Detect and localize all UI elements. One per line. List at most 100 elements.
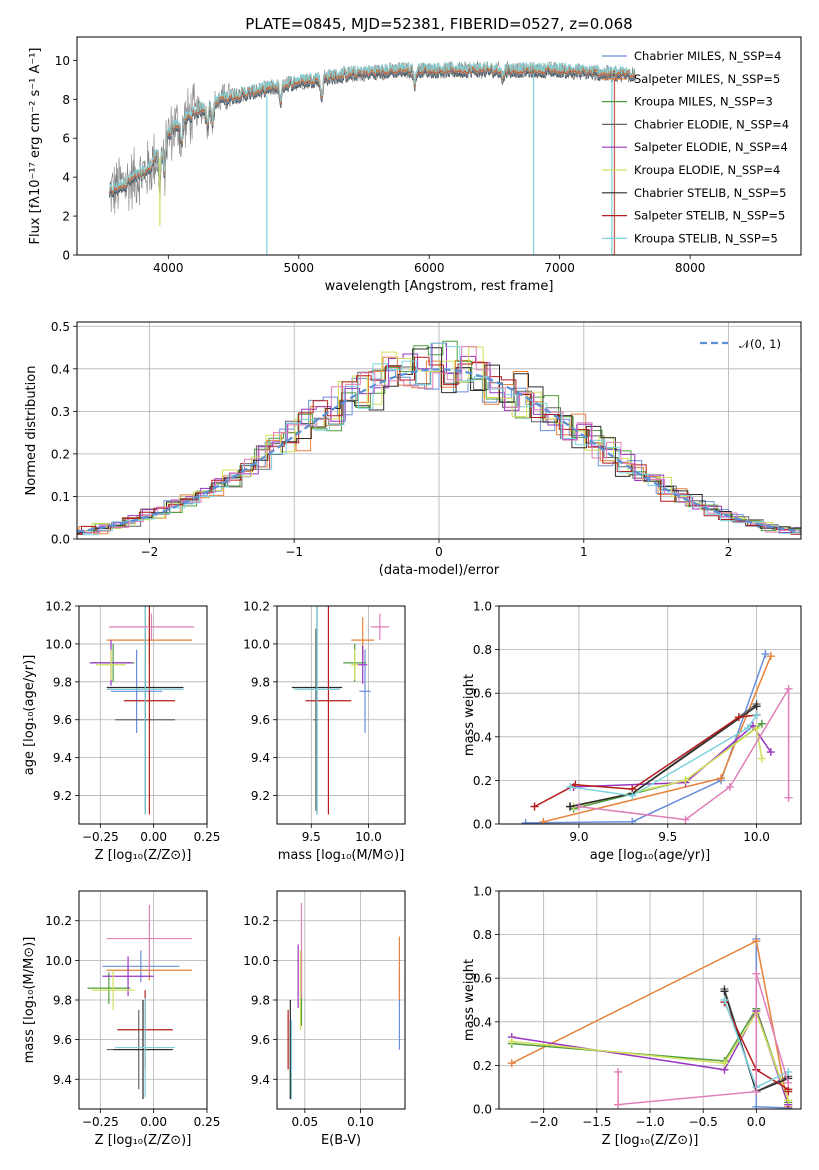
y-axis-label: Normed distribution — [24, 366, 39, 496]
y-tick-label: 9.8 — [251, 994, 270, 1008]
y-tick-label: 0.3 — [51, 405, 70, 419]
weight-marker — [725, 782, 734, 791]
x-tick-label: 0.10 — [347, 1115, 374, 1129]
y-tick-label: 0.2 — [473, 774, 492, 788]
legend-entry: Salpeter STELIB, N_SSP=5 — [634, 209, 785, 223]
legend-entry: Chabrier STELIB, N_SSP=5 — [634, 186, 786, 200]
age-vs-z-panel: −0.25 0.00 0.25 9.2 9.4 9.6 9.8 10.0 10.2 Z [log₁… — [22, 600, 221, 864]
y-tick-label: 0.8 — [473, 928, 492, 942]
weight-series-line — [511, 1011, 789, 1101]
x-tick-label: −0.25 — [82, 1115, 119, 1129]
residuals-legend: 𝒩(0, 1) — [700, 337, 781, 351]
y-tick-label: 9.8 — [53, 675, 72, 689]
y-tick-label: 0.0 — [473, 1103, 492, 1117]
weight-marker — [784, 793, 793, 802]
plot-area — [109, 60, 636, 255]
x-tick-label: −2.0 — [529, 1115, 558, 1129]
residual-histogram — [77, 365, 801, 535]
weight-marker — [628, 817, 637, 824]
y-axis-label: mass [log₁₀(M/M⊙)] — [22, 937, 37, 1064]
weight-marker — [720, 987, 729, 996]
x-axis-label: Z [log₁₀(Z/Z⊙)] — [95, 1133, 192, 1148]
weight-marker — [752, 711, 761, 719]
x-tick-label: 7000 — [544, 261, 575, 275]
plot-area — [507, 934, 793, 1109]
y-tick-label: 0.2 — [51, 447, 70, 461]
residual-histogram — [77, 346, 801, 534]
x-tick-label: 9.5 — [658, 830, 677, 844]
residual-histogram — [77, 346, 801, 533]
y-tick-label: 0.4 — [473, 730, 492, 744]
y-axis-label: mass weight — [462, 959, 477, 1041]
normal-curve — [77, 368, 801, 533]
x-tick-label: 9.0 — [569, 830, 588, 844]
y-axis-label: Flux [fλ10⁻¹⁷ erg cm⁻² s⁻¹ A⁻¹] — [28, 48, 43, 245]
weight-marker — [566, 782, 575, 791]
y-tick-label: 9.6 — [53, 713, 72, 727]
model-spectrum-line — [109, 64, 636, 195]
weight-marker — [766, 652, 775, 661]
y-tick-label: 9.4 — [53, 751, 72, 765]
age-vs-mass-panel: 9.5 10.0 9.2 9.4 9.6 9.8 10.0 10.2 mass [log₁₀(M… — [243, 600, 406, 863]
x-axis-label: Z [log₁₀(Z/Z⊙)] — [602, 1133, 699, 1148]
x-tick-label: −0.5 — [689, 1115, 718, 1129]
y-tick-label: 0.8 — [473, 643, 492, 657]
weight-marker — [784, 684, 793, 693]
weight-marker — [614, 1067, 623, 1076]
x-tick-label: 1 — [580, 545, 588, 559]
y-tick-label: 10.2 — [45, 914, 72, 928]
y-tick-label: 10.0 — [243, 637, 270, 651]
x-tick-label: 2 — [725, 545, 733, 559]
x-tick-label: −1.0 — [635, 1115, 664, 1129]
y-tick-label: 10.2 — [243, 600, 270, 614]
plot-area — [87, 904, 193, 1100]
weight-marker — [628, 791, 637, 800]
weight-marker — [681, 815, 690, 824]
y-tick-label: 9.4 — [251, 1073, 270, 1087]
x-axis-label: (data-model)/error — [379, 563, 500, 578]
y-tick-label: 10 — [55, 54, 70, 68]
legend-entry: Chabrier ELODIE, N_SSP=4 — [634, 117, 789, 131]
plot-area — [291, 606, 389, 815]
weight-marker — [720, 1059, 729, 1068]
weight-marker — [507, 1037, 516, 1046]
x-tick-label: 0.25 — [194, 1115, 221, 1129]
weight-marker — [752, 724, 761, 733]
y-tick-label: 0.0 — [473, 818, 492, 832]
x-axis-label: mass [log₁₀(M/M⊙)] — [278, 848, 405, 863]
y-tick-label: 0.6 — [473, 687, 492, 701]
y-tick-label: 0 — [62, 249, 70, 263]
weight-marker — [752, 1087, 761, 1096]
weight-marker — [761, 649, 770, 658]
y-tick-label: 0.0 — [51, 533, 70, 547]
y-tick-label: 10.0 — [243, 954, 270, 968]
weight-marker — [784, 1087, 793, 1096]
weight-marker — [530, 802, 539, 811]
x-tick-label: 5000 — [283, 261, 314, 275]
y-tick-label: 6 — [62, 132, 70, 146]
x-tick-label: −1 — [285, 545, 303, 559]
weight-marker — [766, 748, 775, 757]
y-tick-label: 0.5 — [51, 320, 70, 334]
weight-marker — [752, 969, 761, 978]
y-tick-label: 9.4 — [53, 1073, 72, 1087]
mass-vs-ebv-panel: 0.05 0.10 9.4 9.6 9.8 10.0 10.2 E(B-V) — [243, 890, 406, 1148]
model-spectrum-line — [109, 62, 636, 194]
y-tick-label: 9.4 — [251, 751, 270, 765]
weight-marker — [507, 1059, 516, 1068]
weight-series-line — [573, 724, 772, 788]
x-tick-label: 8000 — [675, 261, 706, 275]
x-tick-label: 10.0 — [355, 830, 382, 844]
model-spectrum-line — [109, 62, 636, 193]
x-tick-label: −2 — [141, 545, 159, 559]
y-axis-label: age [log₁₀(age/yr)] — [22, 655, 37, 776]
legend-entry: Kroupa MILES, N_SSP=3 — [634, 95, 773, 109]
x-tick-label: 0.25 — [194, 830, 221, 844]
x-axis-label: wavelength [Angstrom, rest frame] — [325, 279, 554, 294]
x-tick-label: 0 — [435, 545, 443, 559]
model-spectrum-line — [109, 65, 636, 197]
x-tick-label: 0.0 — [747, 1115, 766, 1129]
y-tick-label: 1.0 — [473, 600, 492, 614]
y-tick-label: 8 — [62, 93, 70, 107]
weight-marker — [717, 774, 726, 783]
